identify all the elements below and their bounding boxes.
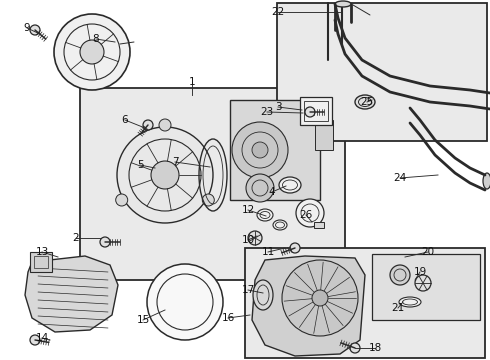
Circle shape bbox=[296, 199, 324, 227]
Ellipse shape bbox=[273, 220, 287, 230]
Circle shape bbox=[415, 275, 431, 291]
Bar bbox=[34, 256, 48, 268]
Text: 8: 8 bbox=[93, 34, 99, 44]
Circle shape bbox=[290, 243, 300, 253]
Circle shape bbox=[305, 107, 315, 117]
Bar bbox=[372, 254, 480, 320]
Ellipse shape bbox=[355, 95, 375, 109]
Text: 24: 24 bbox=[393, 173, 407, 183]
Circle shape bbox=[159, 119, 171, 131]
Ellipse shape bbox=[253, 280, 273, 310]
Bar bbox=[245, 248, 485, 358]
Text: 19: 19 bbox=[414, 267, 427, 277]
Text: 9: 9 bbox=[24, 23, 30, 33]
Ellipse shape bbox=[483, 173, 490, 189]
Circle shape bbox=[100, 237, 110, 247]
Text: 3: 3 bbox=[275, 102, 281, 112]
Circle shape bbox=[143, 120, 153, 130]
Circle shape bbox=[282, 260, 358, 336]
Circle shape bbox=[30, 335, 40, 345]
Bar bbox=[315, 120, 333, 150]
Text: 17: 17 bbox=[242, 285, 255, 295]
Circle shape bbox=[116, 194, 128, 206]
Circle shape bbox=[390, 265, 410, 285]
Text: 18: 18 bbox=[368, 343, 382, 353]
Text: 12: 12 bbox=[242, 205, 255, 215]
Text: 20: 20 bbox=[421, 247, 435, 257]
Text: 22: 22 bbox=[271, 7, 285, 17]
Circle shape bbox=[151, 161, 179, 189]
Circle shape bbox=[350, 343, 360, 353]
Text: 25: 25 bbox=[360, 97, 373, 107]
Circle shape bbox=[80, 40, 104, 64]
Text: 11: 11 bbox=[261, 247, 274, 257]
Circle shape bbox=[232, 122, 288, 178]
Circle shape bbox=[248, 231, 262, 245]
Text: 15: 15 bbox=[136, 315, 149, 325]
Circle shape bbox=[30, 25, 40, 35]
Polygon shape bbox=[25, 256, 118, 332]
Bar bbox=[314, 222, 324, 228]
Text: 1: 1 bbox=[189, 77, 196, 87]
Circle shape bbox=[312, 290, 328, 306]
Ellipse shape bbox=[399, 297, 421, 307]
Text: 13: 13 bbox=[35, 247, 49, 257]
Circle shape bbox=[246, 174, 274, 202]
Bar bbox=[300, 97, 332, 125]
Circle shape bbox=[54, 14, 130, 90]
Bar bbox=[80, 88, 345, 280]
Circle shape bbox=[252, 142, 268, 158]
Text: 23: 23 bbox=[260, 107, 273, 117]
Circle shape bbox=[202, 194, 214, 206]
Text: 4: 4 bbox=[269, 187, 275, 197]
Circle shape bbox=[117, 127, 213, 223]
Text: 10: 10 bbox=[242, 235, 255, 245]
Text: 14: 14 bbox=[35, 333, 49, 343]
Text: 16: 16 bbox=[221, 313, 235, 323]
Text: 2: 2 bbox=[73, 233, 79, 243]
Text: 26: 26 bbox=[299, 210, 313, 220]
Text: 6: 6 bbox=[122, 115, 128, 125]
Bar bbox=[230, 100, 320, 200]
Circle shape bbox=[147, 264, 223, 340]
Bar bbox=[30, 252, 52, 272]
Ellipse shape bbox=[335, 1, 351, 7]
Bar bbox=[277, 3, 487, 141]
Text: 21: 21 bbox=[392, 303, 405, 313]
Ellipse shape bbox=[279, 177, 301, 193]
Bar bbox=[304, 101, 328, 121]
Ellipse shape bbox=[257, 209, 273, 221]
Text: 5: 5 bbox=[137, 160, 143, 170]
Text: 7: 7 bbox=[172, 157, 178, 167]
Polygon shape bbox=[252, 256, 365, 356]
